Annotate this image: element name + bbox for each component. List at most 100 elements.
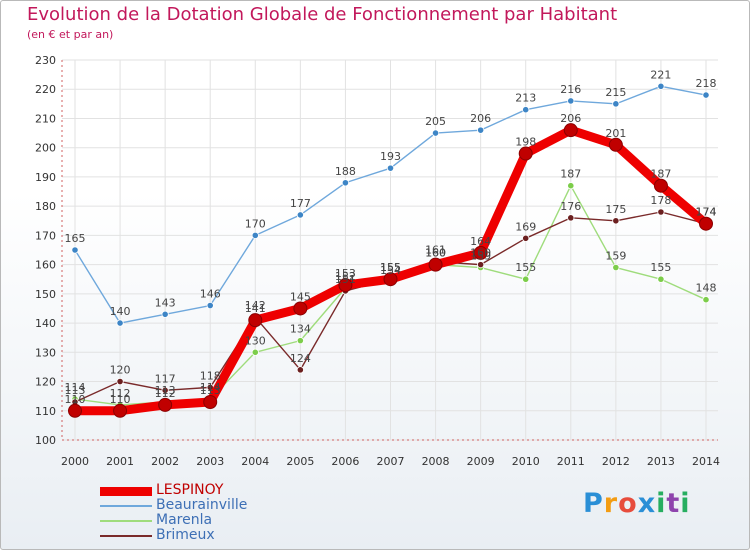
data-point (296, 366, 304, 374)
data-label: 153 (335, 267, 356, 280)
data-label: 221 (650, 68, 671, 81)
data-point (567, 182, 575, 190)
logo-letter: x (637, 488, 657, 519)
data-label: 152 (335, 270, 356, 283)
data-point (428, 257, 443, 272)
data-label: 206 (470, 112, 491, 125)
data-point (612, 263, 620, 272)
data-point (518, 146, 533, 161)
y-tick-label: 150 (35, 288, 56, 301)
data-label: 113 (155, 384, 176, 397)
data-point (251, 231, 259, 239)
data-label: 113 (200, 384, 221, 397)
y-tick-label: 180 (35, 200, 56, 213)
data-point (113, 403, 128, 418)
data-point (71, 246, 79, 254)
legend-swatch (100, 505, 152, 507)
legend-swatch (100, 520, 152, 522)
data-label: 187 (560, 168, 581, 181)
data-label: 213 (515, 92, 536, 105)
data-point (116, 319, 124, 327)
data-point (612, 217, 620, 225)
data-label: 159 (470, 250, 491, 263)
data-label: 165 (65, 232, 86, 245)
data-point (386, 164, 395, 172)
data-label: 112 (110, 387, 131, 400)
data-point (522, 234, 530, 242)
data-label: 160 (425, 247, 446, 260)
data-label: 143 (155, 296, 176, 309)
data-label: 114 (200, 381, 221, 394)
logo-letter: P (583, 488, 604, 519)
y-tick-label: 200 (35, 142, 56, 155)
data-label: 141 (245, 302, 266, 315)
y-tick-label: 210 (35, 112, 56, 125)
y-tick-label: 160 (35, 259, 56, 272)
data-point (477, 261, 485, 269)
data-point (473, 245, 488, 260)
legend-label: Brimeux (156, 527, 215, 543)
x-tick-label: 2014 (692, 455, 720, 468)
data-label: 216 (560, 83, 581, 96)
data-point (293, 301, 308, 316)
legend-label: Beaurainville (156, 497, 248, 513)
data-label: 146 (200, 288, 221, 301)
data-label: 201 (605, 127, 626, 140)
y-tick-label: 190 (35, 171, 56, 184)
logo-letter: i (656, 488, 667, 519)
data-point (567, 97, 575, 105)
data-label: 124 (290, 352, 311, 365)
data-label: 177 (290, 197, 311, 210)
x-tick-label: 2013 (647, 455, 675, 468)
x-tick-label: 2010 (512, 455, 540, 468)
y-tick-label: 140 (35, 317, 56, 330)
data-point (522, 275, 530, 283)
data-label: 198 (515, 136, 536, 149)
x-tick-label: 2007 (377, 455, 405, 468)
data-label: 160 (425, 247, 446, 260)
data-point (341, 179, 350, 187)
y-tick-label: 220 (35, 83, 56, 96)
data-point (567, 214, 575, 222)
y-tick-label: 120 (35, 376, 56, 389)
data-label: 164 (470, 235, 491, 248)
data-point (657, 275, 665, 283)
data-label: 174 (696, 206, 717, 219)
data-label: 193 (380, 150, 401, 163)
x-tick-label: 2008 (422, 455, 450, 468)
data-point (563, 123, 578, 138)
x-tick-label: 2006 (331, 455, 359, 468)
legend-swatch (100, 535, 152, 537)
data-point (161, 386, 169, 394)
logo-letter: t (666, 488, 681, 519)
data-point (338, 278, 353, 293)
data-point (68, 403, 82, 418)
data-point (522, 106, 530, 114)
data-label: 112 (155, 387, 176, 400)
data-label: 161 (425, 244, 446, 257)
data-point (116, 377, 124, 386)
y-tick-label: 170 (35, 229, 56, 242)
data-point (158, 397, 173, 412)
data-label: 151 (335, 273, 356, 286)
data-point (161, 310, 169, 318)
data-label: 187 (650, 168, 671, 181)
data-label: 169 (515, 220, 536, 233)
data-label: 170 (245, 217, 266, 230)
logo-letter: i (680, 488, 691, 519)
data-label: 206 (560, 112, 581, 125)
x-tick-label: 2012 (602, 455, 630, 468)
data-label: 155 (380, 261, 401, 274)
data-label: 155 (650, 261, 671, 274)
legend-label: Marenla (156, 512, 213, 528)
line-chart: 100 110 120 130 140 150 160 170 180 190 200 210 220 2… (35, 54, 720, 468)
data-point (296, 211, 304, 219)
data-label: 188 (335, 165, 356, 178)
data-label: 218 (696, 77, 717, 90)
data-label: 154 (380, 264, 401, 277)
data-label: 130 (245, 334, 266, 347)
data-label: 118 (200, 369, 221, 382)
legend-swatch (100, 486, 152, 496)
x-tick-label: 2002 (151, 455, 179, 468)
data-label: 110 (110, 393, 131, 406)
